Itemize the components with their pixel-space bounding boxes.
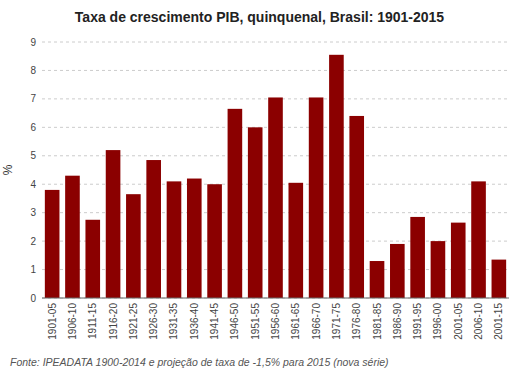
bar [126,194,141,298]
bar [431,241,446,298]
y-tick-label: 7 [30,93,36,104]
x-tick-label: 1911-15 [87,303,98,339]
x-tick-label: 2001-05 [453,303,464,340]
bar [288,183,303,298]
bar [167,181,182,298]
bar [410,217,425,298]
bar [228,109,243,298]
x-tick-label: 1926-30 [148,303,159,340]
x-tick-label: 1961-65 [290,303,301,340]
bar [45,190,60,298]
x-tick-label: 1946-50 [229,303,240,340]
x-tick-label: 2006-10 [473,303,484,340]
x-tick-label: 1996-00 [432,303,443,340]
y-tick-label: 5 [30,150,36,161]
y-tick-label: 0 [30,293,36,304]
bar [492,260,507,298]
bar [248,127,263,298]
x-tick-label: 1901-05 [47,303,58,340]
bar [207,184,222,298]
x-tick-label: 1976-80 [351,303,362,340]
grid-line [42,298,509,299]
grid [42,42,509,298]
y-tick-label: 1 [30,264,36,275]
y-tick-label: 4 [30,179,36,190]
x-tick-label: 1941-45 [209,303,220,340]
x-tick-label: 2001-15 [493,303,504,340]
y-tick-label: 8 [30,65,36,76]
y-tick-label: 3 [30,207,36,218]
bar [329,55,344,298]
x-tick-label: 1916-20 [108,303,119,340]
grid-line [42,70,509,71]
x-tick-label: 1951-55 [250,303,261,340]
grid-line [42,42,509,43]
bar [451,223,466,298]
x-tick-label: 1936-40 [189,303,200,340]
chart: Taxa de crescimento PIB, quinquenal, Bra… [0,0,519,374]
bar [349,116,364,298]
y-axis-label: % [1,164,15,175]
y-tick-label: 2 [30,236,36,247]
bar [309,97,324,298]
y-tick-label: 9 [30,37,36,48]
bar [187,179,202,298]
x-tick-label: 1981-85 [372,303,383,340]
bar [85,220,100,298]
bar [370,261,385,298]
bar [65,176,80,298]
x-tick-label: 1971-75 [331,303,342,340]
x-tick-label: 1991-95 [412,303,423,340]
x-tick-label: 1956-60 [270,303,281,340]
x-tick-label: 1931-35 [168,303,179,340]
x-tick-label: 1921-25 [128,303,139,340]
x-tick-label: 1966-70 [311,303,322,340]
bar [268,97,283,298]
bar [471,181,486,298]
bar [106,150,121,298]
y-tick-label: 6 [30,122,36,133]
x-tick-label: 1986-90 [392,303,403,340]
title: Taxa de crescimento PIB, quinquenal, Bra… [75,9,445,25]
footnote: Fonte: IPEADATA 1900-2014 e projeção de … [10,356,389,368]
x-axis-line [42,298,509,299]
x-tick-label: 1906-10 [67,303,78,340]
bar [390,244,405,298]
bar [146,160,161,298]
